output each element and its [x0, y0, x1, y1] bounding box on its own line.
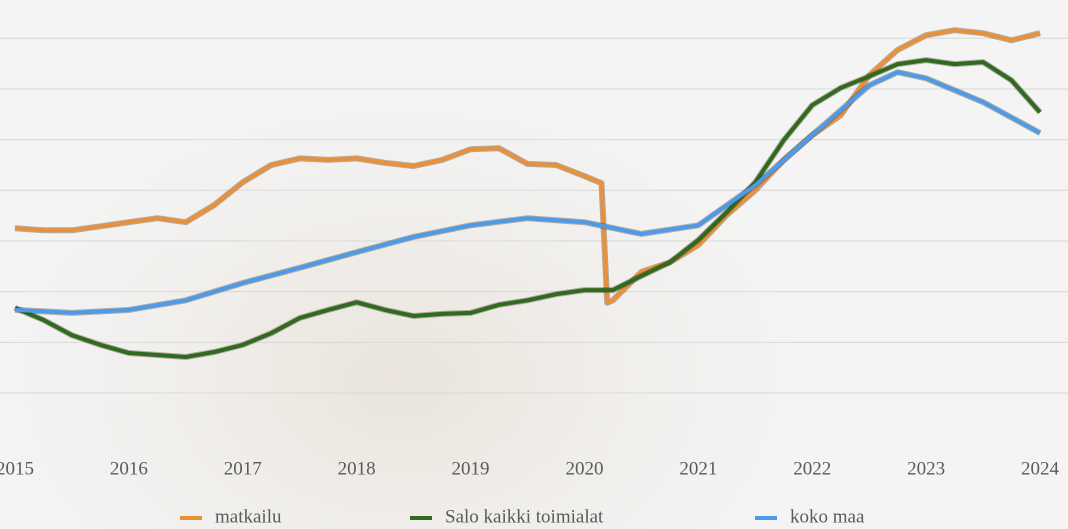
legend-label: Salo kaikki toimialat [445, 506, 604, 527]
legend-label: koko maa [790, 506, 865, 527]
line-shadow [15, 60, 1040, 357]
line-shadow [15, 72, 1040, 313]
x-tick-label: 2023 [907, 458, 945, 479]
x-tick-label: 2024 [1021, 458, 1060, 479]
x-tick-label: 2017 [224, 458, 262, 479]
line [15, 72, 1040, 313]
x-tick-label: 2019 [452, 458, 490, 479]
x-tick-label: 2016 [110, 458, 148, 479]
x-tick-label: 2018 [338, 458, 376, 479]
legend-label: matkailu [215, 506, 282, 527]
line [15, 60, 1040, 357]
x-tick-label: 2015 [0, 458, 34, 479]
x-tick-label: 2020 [565, 458, 603, 479]
x-tick-label: 2022 [793, 458, 831, 479]
chart: 2015 2016 2017 2018 2019 2020 2021 2022 2023 2024… [0, 0, 1068, 529]
x-tick-label: 2021 [679, 458, 717, 479]
chart-page: 2015 2016 2017 2018 2019 2020 2021 2022 2023 2024… [0, 0, 1068, 529]
